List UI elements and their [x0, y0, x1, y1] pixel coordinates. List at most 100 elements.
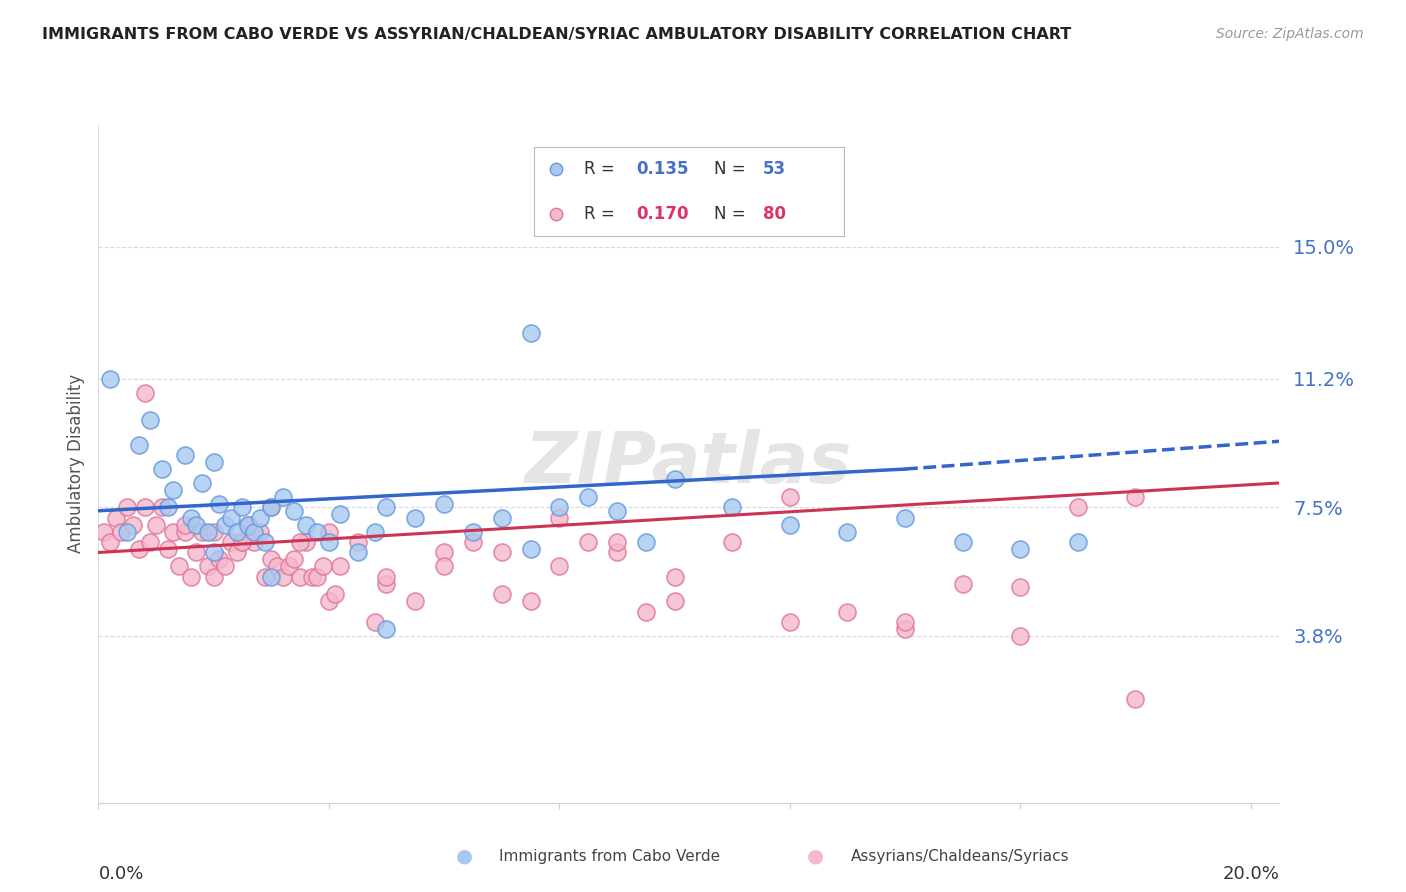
Point — [375, 500, 398, 515]
Point — [952, 535, 974, 549]
Point — [307, 570, 329, 584]
Point — [461, 535, 484, 549]
Point — [779, 517, 801, 532]
Point — [606, 504, 628, 518]
Point — [318, 535, 340, 549]
Point — [231, 500, 253, 515]
Point — [134, 385, 156, 400]
Point — [894, 510, 917, 524]
Point — [167, 559, 190, 574]
Point — [576, 490, 599, 504]
Point — [664, 473, 686, 487]
Point — [260, 500, 283, 515]
Text: 53: 53 — [763, 161, 786, 178]
Point — [544, 207, 567, 221]
Text: Immigrants from Cabo Verde: Immigrants from Cabo Verde — [499, 849, 720, 863]
Point — [404, 510, 426, 524]
Point — [329, 508, 352, 522]
Text: R =: R = — [583, 205, 620, 223]
Point — [156, 541, 179, 556]
Point — [323, 587, 346, 601]
Text: ●: ● — [456, 847, 472, 866]
Point — [664, 594, 686, 608]
Point — [1067, 535, 1090, 549]
Point — [288, 570, 311, 584]
Point — [208, 497, 231, 511]
Point — [404, 594, 426, 608]
Point — [214, 517, 236, 532]
Point — [952, 576, 974, 591]
Point — [491, 545, 513, 559]
Point — [260, 570, 283, 584]
Point — [249, 510, 271, 524]
Point — [128, 541, 150, 556]
Point — [779, 615, 801, 629]
Point — [288, 535, 311, 549]
Point — [779, 490, 801, 504]
Point — [277, 559, 299, 574]
Point — [139, 535, 162, 549]
Point — [548, 500, 571, 515]
Point — [238, 517, 260, 532]
Point — [519, 326, 541, 341]
Text: 0.0%: 0.0% — [98, 865, 143, 883]
Point — [576, 535, 599, 549]
Point — [318, 524, 340, 539]
Point — [283, 552, 305, 566]
Point — [243, 535, 266, 549]
Point — [156, 500, 179, 515]
Point — [1125, 490, 1147, 504]
Point — [301, 570, 323, 584]
Text: Source: ZipAtlas.com: Source: ZipAtlas.com — [1216, 27, 1364, 41]
Point — [548, 510, 571, 524]
Point — [219, 510, 242, 524]
Point — [134, 500, 156, 515]
Point — [1010, 541, 1032, 556]
Point — [295, 517, 318, 532]
Point — [150, 462, 173, 476]
Point — [202, 455, 225, 469]
Point — [307, 524, 329, 539]
Point — [180, 570, 202, 584]
Point — [491, 510, 513, 524]
Text: Assyrians/Chaldeans/Syriacs: Assyrians/Chaldeans/Syriacs — [851, 849, 1069, 863]
Point — [894, 622, 917, 636]
Point — [173, 448, 195, 462]
Text: R =: R = — [583, 161, 620, 178]
Text: 80: 80 — [763, 205, 786, 223]
Point — [186, 517, 208, 532]
Point — [191, 475, 214, 490]
Point — [375, 576, 398, 591]
Point — [197, 524, 219, 539]
Y-axis label: Ambulatory Disability: Ambulatory Disability — [66, 375, 84, 553]
Point — [202, 545, 225, 559]
Point — [122, 517, 145, 532]
Point — [260, 552, 283, 566]
Point — [721, 500, 744, 515]
Point — [162, 524, 184, 539]
Point — [98, 535, 121, 549]
Point — [894, 615, 917, 629]
Point — [231, 535, 253, 549]
Point — [1010, 629, 1032, 643]
Point — [202, 524, 225, 539]
Point — [225, 545, 247, 559]
Point — [519, 541, 541, 556]
Point — [1125, 691, 1147, 706]
Point — [208, 552, 231, 566]
Point — [254, 535, 277, 549]
Point — [104, 510, 127, 524]
Point — [238, 517, 260, 532]
Point — [243, 524, 266, 539]
Text: 0.170: 0.170 — [637, 205, 689, 223]
Point — [191, 524, 214, 539]
Point — [329, 559, 352, 574]
Text: 20.0%: 20.0% — [1223, 865, 1279, 883]
Text: N =: N = — [714, 161, 751, 178]
Point — [461, 524, 484, 539]
Point — [634, 535, 657, 549]
Point — [721, 535, 744, 549]
Point — [318, 594, 340, 608]
Point — [249, 524, 271, 539]
Point — [634, 605, 657, 619]
